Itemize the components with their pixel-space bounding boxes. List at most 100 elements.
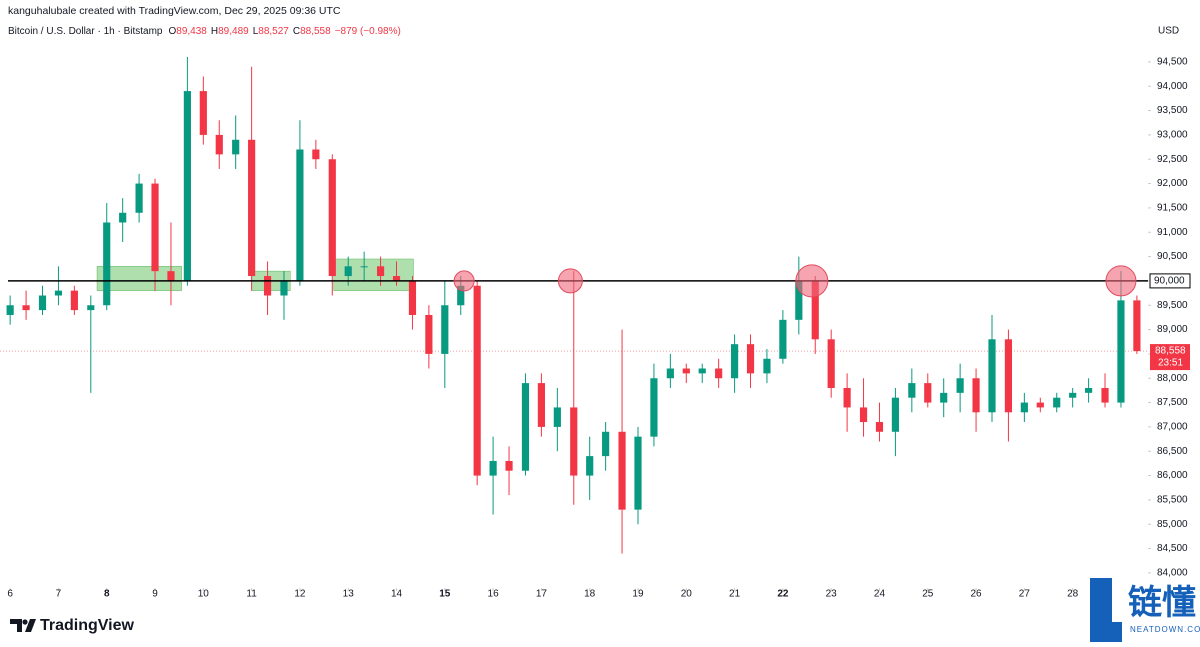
candle-body	[312, 149, 320, 160]
candle-body	[392, 276, 401, 281]
candle-body	[875, 422, 884, 432]
candle-body	[280, 280, 288, 296]
x-tick-label: 18	[584, 589, 596, 600]
candle-body	[1085, 387, 1093, 393]
last-price-label: 88,558	[1155, 346, 1186, 357]
candle-body	[103, 222, 111, 306]
x-tick-label: 12	[294, 589, 306, 600]
candle-body	[248, 139, 256, 277]
candle-body	[827, 339, 835, 388]
candle-body	[408, 280, 417, 315]
watermark: 链懂 NEATDOWN.COM	[1090, 578, 1200, 642]
candle-body	[1053, 397, 1061, 408]
candle-body	[1101, 387, 1109, 403]
y-tick-label: 87,500	[1157, 397, 1188, 408]
touch-marker	[1105, 265, 1137, 297]
logo-dot	[22, 619, 28, 625]
tradingview-logo: TradingView	[10, 617, 135, 634]
candle-body	[199, 91, 207, 135]
candle-body	[87, 305, 95, 311]
candle-body	[666, 368, 674, 379]
y-tick-label: 94,500	[1157, 57, 1188, 68]
candle-body	[183, 91, 191, 281]
candle-body	[618, 431, 626, 510]
candle-body	[376, 266, 385, 277]
candle-body	[135, 183, 143, 213]
level-label: 90,000	[1154, 276, 1185, 287]
x-tick-label: 21	[729, 589, 741, 600]
x-tick-label: 8	[104, 589, 110, 600]
level-label-box	[1149, 273, 1191, 289]
candle-body	[891, 397, 899, 432]
x-tick-label: 11	[246, 589, 257, 600]
y-tick-label: 91,000	[1157, 227, 1188, 238]
candle-body	[489, 460, 497, 476]
candle-body	[795, 280, 803, 320]
x-tick-label: 20	[681, 589, 693, 600]
candle-body	[908, 383, 916, 398]
candle-body	[1117, 300, 1125, 403]
x-tick-label: 24	[874, 589, 886, 600]
candle-body	[1069, 392, 1077, 398]
candle-body	[344, 266, 352, 277]
candle-body	[1133, 300, 1141, 352]
x-tick-label: 10	[198, 589, 210, 600]
candle-body	[521, 383, 530, 471]
candle-body	[682, 368, 690, 374]
legend-value: 89,438	[176, 26, 207, 37]
x-tick-label: 9	[152, 589, 158, 600]
candle-body	[586, 456, 594, 476]
x-tick-label: 13	[343, 589, 355, 600]
candle-body	[698, 368, 706, 374]
legend-key: H	[211, 26, 218, 37]
candle-body	[70, 290, 78, 311]
candle-body	[730, 344, 739, 379]
y-tick-label: 94,000	[1157, 81, 1188, 92]
legend-key: O	[169, 26, 177, 37]
candle-body	[425, 314, 433, 354]
watermark-text: 链懂	[1128, 584, 1196, 622]
y-tick-label: 89,000	[1157, 324, 1188, 335]
y-tick-label: 88,000	[1157, 373, 1188, 384]
candle-body	[441, 305, 449, 354]
x-tick-label: 7	[56, 589, 62, 600]
candle-body	[602, 431, 610, 457]
candle-body	[22, 305, 30, 311]
y-tick-label: 85,500	[1157, 495, 1188, 506]
candle-body	[924, 383, 932, 403]
x-tick-label: 23	[826, 589, 838, 600]
candle-body	[473, 285, 481, 476]
y-tick-label: 86,000	[1157, 470, 1188, 481]
x-tick-label: 15	[439, 589, 451, 600]
x-tick-label: 14	[391, 589, 403, 600]
candle-body	[38, 295, 47, 311]
watermark-site: NEATDOWN.COM	[1130, 625, 1200, 634]
candle-body	[328, 159, 336, 277]
y-tick-label: 87,000	[1157, 422, 1188, 433]
watermark-icon	[1090, 578, 1122, 642]
candle-body	[1036, 402, 1044, 408]
symbol-legend: Bitcoin / U.S. Dollar · 1h · Bitstamp O89…	[8, 26, 401, 37]
x-tick-label: 28	[1067, 589, 1079, 600]
touch-marker	[557, 268, 583, 294]
x-tick-label: 22	[777, 589, 789, 600]
candle-body	[167, 271, 175, 281]
y-tick-label: 91,500	[1157, 203, 1188, 214]
y-tick-label: 90,500	[1157, 251, 1188, 262]
legend-value: 89,489	[218, 26, 249, 37]
touch-marker	[453, 270, 475, 292]
y-tick-label: 93,500	[1157, 105, 1188, 116]
legend-value: 88,527	[258, 26, 289, 37]
legend-key: L	[253, 26, 259, 37]
candle-body	[537, 383, 545, 427]
candle-body	[215, 134, 223, 155]
candle-body	[859, 407, 868, 423]
candle-body	[779, 319, 787, 359]
x-tick-label: 19	[632, 589, 644, 600]
candle-body	[746, 344, 755, 374]
candle-body	[54, 290, 63, 296]
x-tick-label: 26	[971, 589, 983, 600]
x-tick-label: 16	[488, 589, 500, 600]
y-tick-label: 86,500	[1157, 446, 1188, 457]
